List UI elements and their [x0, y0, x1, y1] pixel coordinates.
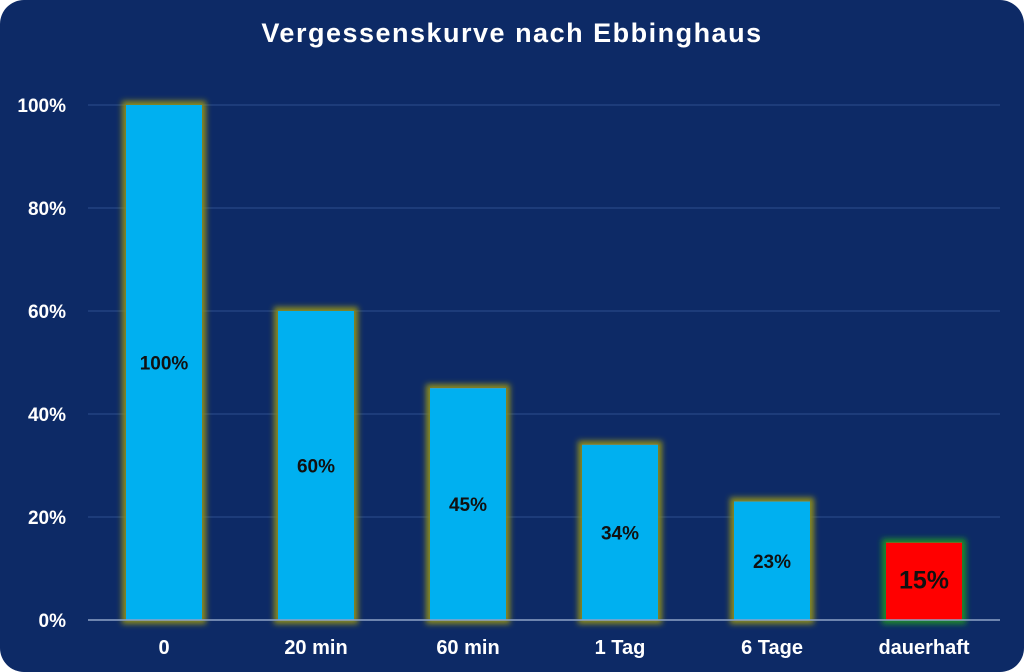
bar: [582, 444, 658, 620]
x-tick-label: 6 Tage: [741, 637, 803, 659]
y-tick-label: 60%: [28, 302, 66, 323]
x-tick-label: 1 Tag: [595, 637, 646, 659]
bar: [278, 311, 354, 620]
data-label: 34%: [601, 523, 639, 544]
data-label: 23%: [753, 552, 791, 573]
x-tick-label: 0: [158, 637, 169, 659]
y-tick-label: 80%: [28, 199, 66, 220]
chart-title: Vergessenskurve nach Ebbinghaus: [261, 18, 763, 48]
bar: [430, 388, 506, 620]
bar: [734, 501, 810, 620]
bar: [886, 542, 962, 620]
x-tick-label: 20 min: [284, 637, 347, 659]
x-tick-label: 60 min: [436, 637, 499, 659]
y-tick-label: 100%: [17, 96, 66, 117]
data-label: 15%: [899, 566, 949, 594]
data-label: 100%: [140, 354, 189, 375]
y-tick-label: 0%: [39, 611, 67, 632]
data-label: 45%: [449, 495, 487, 516]
y-tick-label: 20%: [28, 508, 66, 529]
y-tick-label: 40%: [28, 405, 66, 426]
bar: [126, 105, 202, 620]
data-label: 60%: [297, 457, 335, 478]
x-tick-label: dauerhaft: [878, 637, 969, 659]
